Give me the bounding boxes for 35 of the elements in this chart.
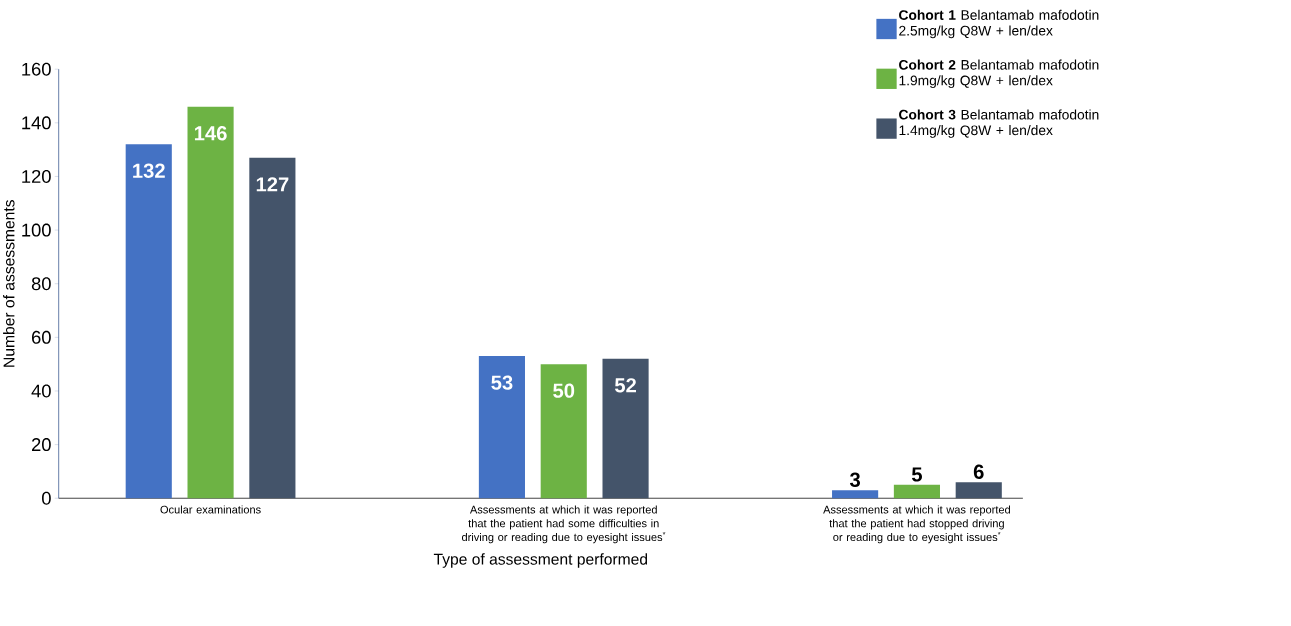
- data-label: 132: [133, 163, 165, 179]
- data-label: 146: [194, 126, 227, 141]
- data-label: 53: [491, 375, 513, 390]
- legend-label: Cohort 1 Belantamab mafodotin 2.5mg/kg Q8W + len/dex: [899, 10, 1099, 39]
- y-tick-label: 100: [22, 223, 51, 237]
- bar: [125, 144, 172, 499]
- bar: [187, 106, 234, 499]
- y-tick-label: 60: [32, 331, 51, 345]
- y-tick-label: 20: [32, 438, 51, 452]
- bar: [832, 490, 879, 499]
- x-tick-label: Assessments at which it was reported that the patient had some difficulties in driving or reading due to eyesight issues$^{*}$: [461, 505, 666, 544]
- data-label: 50: [553, 383, 575, 399]
- bar: [540, 364, 587, 499]
- data-label: 52: [614, 378, 636, 393]
- legend-label: Cohort 3 Belantamab mafodotin 1.4mg/kg Q8W + len/dex: [899, 109, 1099, 139]
- y-tick-label: 140: [22, 116, 51, 130]
- legend-label: Cohort 2 Belantamab mafodotin 1.9mg/kg Q8W + len/dex: [899, 59, 1099, 89]
- y-tick-label: 0: [42, 491, 51, 505]
- y-tick-label: 40: [31, 384, 51, 398]
- y-tick-label: 80: [31, 277, 51, 291]
- y-tick-label: 120: [22, 170, 51, 184]
- y-axis-title: Number of assessments: [3, 200, 15, 367]
- bar: [249, 157, 296, 499]
- bar: [893, 485, 940, 499]
- data-label: 6: [973, 464, 984, 480]
- y-tick-label: 160: [22, 62, 51, 76]
- bar: [478, 356, 525, 499]
- data-label: 5: [911, 467, 922, 482]
- x-tick-label: Assessments at which it was reported that the patient had stopped driving or reading due to eyesight issues$^{*}$: [823, 505, 1010, 544]
- x-tick-label: Ocular examinations: [160, 505, 261, 514]
- x-axis-title: Type of assessment performed: [433, 553, 648, 569]
- bar: [602, 359, 649, 499]
- data-label: 127: [256, 177, 289, 192]
- bar: [955, 482, 1002, 499]
- data-label: 3: [849, 472, 861, 488]
